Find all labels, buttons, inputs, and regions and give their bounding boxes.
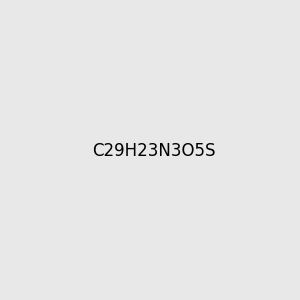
Text: C29H23N3O5S: C29H23N3O5S bbox=[92, 142, 215, 160]
